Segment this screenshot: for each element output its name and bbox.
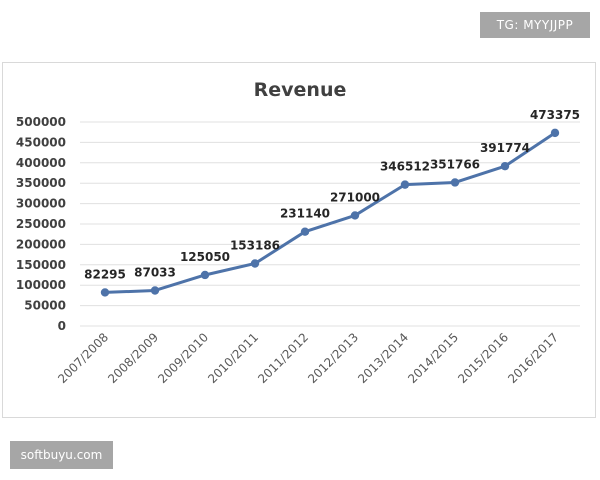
x-tick-label: 2014/2015 [405,330,461,386]
x-tick-label: 2007/2008 [55,330,111,386]
watermark-top-right: TG: MYYJJPP [480,12,590,38]
x-tick-label: 2011/2012 [255,330,311,386]
chart-frame [2,62,596,418]
y-tick-label: 50000 [24,299,66,313]
data-label: 82295 [84,267,126,281]
chart-title: Revenue [254,79,347,101]
x-tick-label: 2009/2010 [155,330,211,386]
y-tick-label: 450000 [16,135,66,149]
x-tick-label: 2016/2017 [505,330,561,386]
data-point [300,227,310,236]
data-label: 351766 [430,157,480,171]
data-point [550,128,560,138]
data-point [450,178,460,187]
watermark-bottom-left: softbuyu.com [10,441,113,469]
data-point [100,288,110,297]
data-point [500,161,510,171]
y-tick-label: 150000 [16,258,66,272]
x-tick-label: 2012/2013 [305,330,361,386]
x-tick-label: 2010/2011 [205,330,261,386]
data-label: 125050 [180,250,230,264]
data-point [200,270,210,280]
x-tick-label: 2008/2009 [105,330,161,386]
data-label: 473375 [530,108,580,122]
data-point [150,286,160,295]
y-tick-label: 0 [58,319,66,333]
gridlines [80,121,580,327]
x-axis-ticks: 2007/20082008/20092009/20102010/20112011… [55,330,561,386]
data-point [350,211,360,220]
y-axis-ticks: 0 50000 100000 150000 200000 250000 300000 3500… [16,115,66,333]
series-line [104,131,556,294]
x-tick-label: 2015/2016 [455,330,511,386]
data-label: 271000 [330,190,380,204]
y-tick-label: 500000 [16,115,66,129]
data-label: 87033 [134,265,176,279]
data-label: 231140 [280,207,330,221]
data-label: 153186 [230,239,280,253]
y-tick-label: 100000 [16,278,66,292]
y-tick-label: 400000 [16,156,66,170]
y-tick-label: 200000 [16,237,66,251]
y-tick-label: 300000 [16,197,66,211]
data-label: 346512 [380,160,430,174]
x-tick-label: 2013/2014 [355,330,411,386]
y-tick-label: 350000 [16,176,66,190]
data-point [250,259,260,268]
series-layer [100,128,560,297]
data-label: 391774 [480,141,530,155]
y-tick-label: 250000 [16,217,66,231]
data-point [400,180,410,189]
